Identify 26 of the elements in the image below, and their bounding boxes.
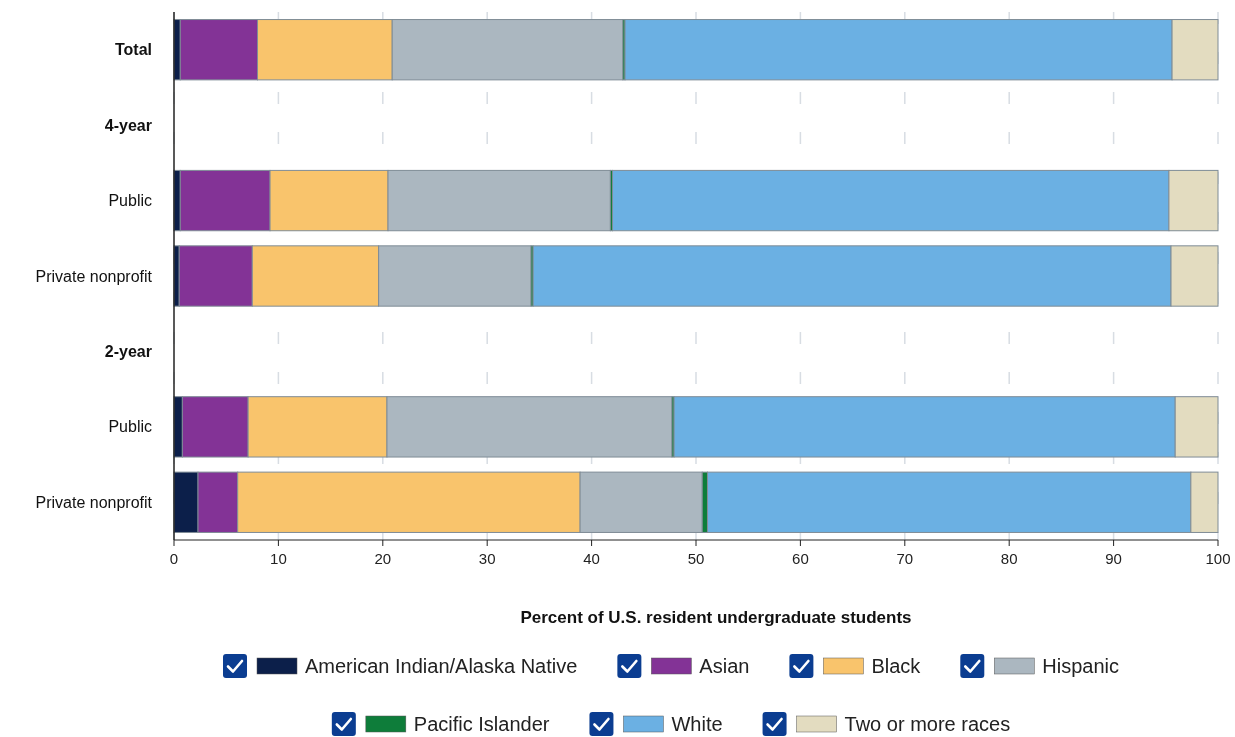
legend-label: Pacific Islander (413, 713, 550, 735)
y-tick-label: 4-year (104, 116, 152, 134)
y-tick-label: Public (108, 192, 152, 210)
x-tick-label: 100 (1205, 550, 1231, 567)
x-tick-label: 0 (169, 550, 179, 567)
y-tick-label: Private nonprofit (35, 493, 153, 511)
y-tick-label: Private nonprofit (35, 267, 153, 285)
y-tick-label: Total (114, 41, 152, 59)
x-tick-label: 80 (1000, 550, 1018, 567)
x-tick-label: 40 (583, 550, 600, 567)
legend-label: Two or more races (844, 713, 1011, 735)
x-tick-label: 20 (374, 550, 392, 567)
x-tick-label: 30 (478, 550, 496, 567)
legend-label: American Indian/Alaska Native (305, 655, 578, 677)
x-tick-label: 60 (792, 550, 809, 567)
x-tick-label: 70 (896, 550, 914, 567)
x-tick-label: 50 (687, 550, 705, 567)
x-tick-label: 90 (1105, 550, 1122, 567)
legend-label: Black (871, 655, 922, 677)
x-tick-label: 10 (270, 550, 287, 567)
y-tick-label: 2-year (104, 343, 152, 361)
x-axis-title: Percent of U.S. resident undergraduate students (520, 608, 912, 627)
legend-label: Asian (699, 655, 750, 677)
legend-label: Hispanic (1042, 655, 1119, 677)
y-tick-label: Public (108, 418, 152, 436)
legend-label: White (671, 713, 723, 735)
